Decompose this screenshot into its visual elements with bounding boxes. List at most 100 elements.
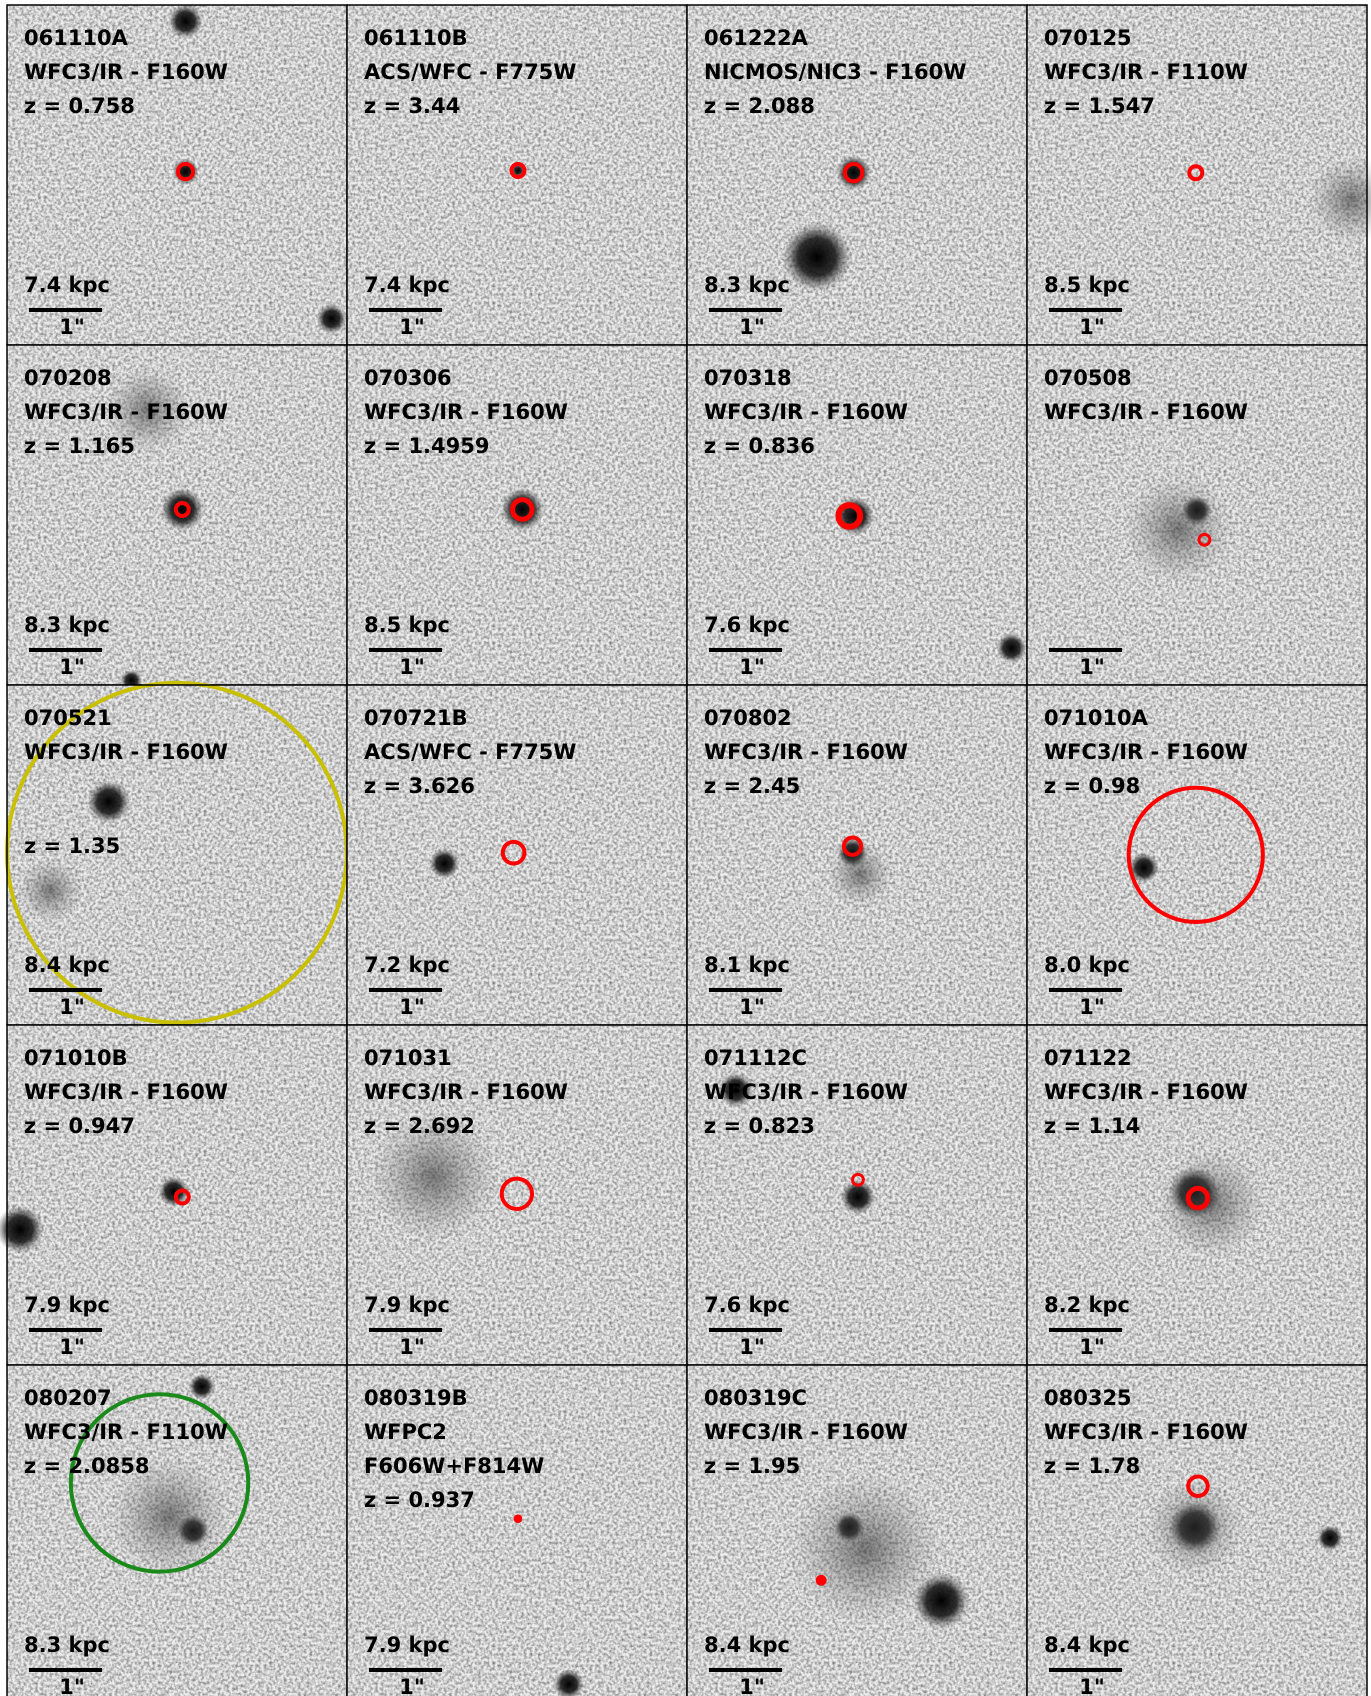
grb-id: 070125 <box>1044 26 1132 50</box>
grb-id: 061222A <box>704 26 809 50</box>
panel-label: z = 2.088 <box>704 94 815 118</box>
kpc-label: 8.0 kpc <box>1044 953 1130 977</box>
position-marker <box>1197 532 1212 547</box>
grb-id: 070721B <box>364 706 468 730</box>
grb-id: 061110A <box>24 26 129 50</box>
arcsec-label: 1" <box>399 1675 425 1696</box>
source <box>782 222 852 292</box>
grb-id: 080319C <box>704 1386 807 1410</box>
panel: 070508 WFC3/IR - F160W 1" <box>1026 344 1368 686</box>
panel: 071112C WFC3/IR - F160W z = 0.823 7.6 kpc 1" <box>686 1024 1028 1366</box>
panel-label: z = 2.692 <box>364 1114 475 1138</box>
kpc-label: 8.3 kpc <box>704 273 790 297</box>
arcsec-label: 1" <box>739 655 765 679</box>
source <box>429 848 460 879</box>
kpc-label: 7.6 kpc <box>704 613 790 637</box>
diffuse-emission <box>789 1473 942 1625</box>
panel: 071010B WFC3/IR - F160W z = 0.947 7.9 kpc 1" <box>0 1024 348 1366</box>
panel-label: WFC3/IR - F160W <box>704 1420 908 1444</box>
panel: 061110B ACS/WFC - F775W z = 3.44 7.4 kpc 1" <box>346 4 688 346</box>
panel: 071122 WFC3/IR - F160W z = 1.14 8.2 kpc 1" <box>1026 1024 1368 1366</box>
diffuse-emission <box>109 1456 229 1576</box>
panel: 080325 WFC3/IR - F160W z = 1.78 8.4 kpc 1" <box>1026 1364 1368 1696</box>
source <box>0 1205 44 1254</box>
panel: 070208 WFC3/IR - F160W z = 1.165 8.3 kpc 1" <box>6 344 348 692</box>
source <box>996 632 1027 664</box>
panel-label: WFC3/IR - F110W <box>24 1420 228 1444</box>
panel-label: ACS/WFC - F775W <box>364 60 576 84</box>
panel-label: z = 2.45 <box>704 774 800 798</box>
position-marker <box>1126 785 1265 924</box>
arcsec-label: 1" <box>399 995 425 1019</box>
arcsec-label: 1" <box>59 995 85 1019</box>
diffuse-emission <box>1124 474 1233 584</box>
kpc-label: 7.9 kpc <box>364 1293 450 1317</box>
grb-id: 070521 <box>24 706 112 730</box>
arcsec-label: 1" <box>1079 655 1105 679</box>
arcsec-label: 1" <box>739 1675 765 1696</box>
panel-label: WFC3/IR - F160W <box>24 400 228 424</box>
grb-id: 071010B <box>24 1046 128 1070</box>
panel-label: z = 1.95 <box>704 1454 800 1478</box>
position-marker <box>175 162 196 182</box>
panel-label: WFC3/IR - F160W <box>24 1080 228 1104</box>
kpc-label: 8.2 kpc <box>1044 1293 1130 1317</box>
panel-label: z = 2.0858 <box>24 1454 149 1478</box>
kpc-label: 7.6 kpc <box>704 1293 790 1317</box>
panel-label: WFC3/IR - F160W <box>364 400 568 424</box>
arcsec-label: 1" <box>399 1335 425 1359</box>
grb-id: 070318 <box>704 366 792 390</box>
source <box>500 487 544 532</box>
arcsec-label: 1" <box>739 315 765 339</box>
kpc-label: 8.4 kpc <box>1044 1633 1130 1657</box>
panel-label: z = 0.98 <box>1044 774 1140 798</box>
source <box>160 487 204 532</box>
kpc-label: 8.1 kpc <box>704 953 790 977</box>
diffuse-emission <box>104 366 191 454</box>
arcsec-label: 1" <box>1079 995 1105 1019</box>
panel-label: WFPC2 <box>364 1420 447 1444</box>
panel-label: NICMOS/NIC3 - F160W <box>704 60 966 84</box>
arcsec-label: 1" <box>59 655 85 679</box>
source <box>1316 1525 1343 1552</box>
panel: 070306 WFC3/IR - F160W z = 1.4959 8.5 kpc 1" <box>346 344 688 686</box>
arcsec-label: 1" <box>739 995 765 1019</box>
kpc-label: 8.4 kpc <box>24 953 110 977</box>
source <box>553 1669 584 1696</box>
source <box>316 303 347 334</box>
panel-label: WFC3/IR - F160W <box>704 740 908 764</box>
source <box>1128 852 1160 884</box>
position-marker <box>1185 1185 1211 1211</box>
panel: 070318 WFC3/IR - F160W z = 0.836 7.6 kpc 1" <box>686 344 1028 686</box>
panel-label: WFC3/IR - F160W <box>1044 1080 1248 1104</box>
image-noise <box>1027 5 1367 345</box>
panel-label: WFC3/IR - F160W <box>1044 400 1248 424</box>
diffuse-emission <box>1156 1149 1266 1258</box>
panel-label: z = 1.165 <box>24 434 135 458</box>
position-marker <box>173 1188 191 1206</box>
diffuse-emission <box>368 1111 499 1242</box>
grb-id: 070802 <box>704 706 792 730</box>
panel: 080319C WFC3/IR - F160W z = 1.95 8.4 kpc 1" <box>686 1364 1028 1696</box>
panel-label: z = 0.758 <box>24 94 135 118</box>
position-marker <box>510 497 535 522</box>
position-marker <box>815 1574 827 1586</box>
image-noise <box>347 1365 687 1696</box>
diffuse-emission <box>1308 156 1371 244</box>
grb-id: 080207 <box>24 1386 112 1410</box>
grb-id: 071010A <box>1044 706 1149 730</box>
grb-id: 071122 <box>1044 1046 1132 1070</box>
arcsec-label: 1" <box>1079 1675 1105 1696</box>
panel-label: z = 1.4959 <box>364 434 489 458</box>
position-marker <box>1186 1474 1210 1498</box>
kpc-label: 8.5 kpc <box>1044 273 1130 297</box>
position-marker <box>68 1392 251 1574</box>
grb-id: 080319B <box>364 1386 468 1410</box>
panel-label: ACS/WFC - F775W <box>364 740 576 764</box>
panel: 061110A WFC3/IR - F160W z = 0.758 7.4 kpc 1" <box>6 3 348 346</box>
grb-id: 071031 <box>364 1046 452 1070</box>
panel: 080319B WFPC2 F606W+F814W z = 0.937 7.9 kpc 1… <box>346 1364 688 1696</box>
source <box>188 1373 215 1400</box>
arcsec-label: 1" <box>1079 315 1105 339</box>
